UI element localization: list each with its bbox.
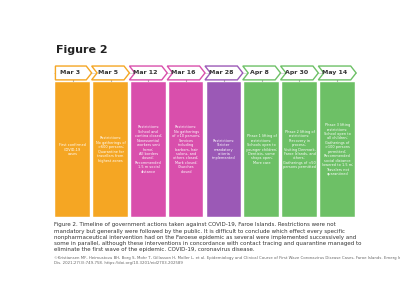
Polygon shape <box>318 66 356 80</box>
FancyBboxPatch shape <box>169 82 204 217</box>
FancyBboxPatch shape <box>206 82 241 217</box>
FancyBboxPatch shape <box>282 82 317 217</box>
Text: Restrictions:
No gatherings
of >10 persons;
Services
including
barbors, hair
sal: Restrictions: No gatherings of >10 perso… <box>172 125 200 174</box>
Polygon shape <box>56 66 92 80</box>
Text: Mar 12: Mar 12 <box>133 70 158 76</box>
Text: First confirmed
COVID-19
cases: First confirmed COVID-19 cases <box>59 143 86 156</box>
Polygon shape <box>280 66 318 80</box>
FancyBboxPatch shape <box>56 82 90 217</box>
FancyBboxPatch shape <box>93 82 128 217</box>
Text: Restrictions:
No gatherings of
>600 persons;
Quarantine for
travellers from
high: Restrictions: No gatherings of >600 pers… <box>96 136 126 163</box>
FancyBboxPatch shape <box>244 82 279 217</box>
Text: Mar 5: Mar 5 <box>98 70 118 76</box>
Text: Apr 8: Apr 8 <box>250 70 268 76</box>
Text: Phase 2 lifting of
restrictions:
Recovery in
process;
Visiting Denmark,
Faroe Is: Phase 2 lifting of restrictions: Recover… <box>283 130 316 170</box>
Polygon shape <box>167 66 205 80</box>
Text: Restrictions:
Stricter
mandatory
criteria
implemented: Restrictions: Stricter mandatory criteri… <box>212 139 236 160</box>
Text: Mar 28: Mar 28 <box>209 70 234 76</box>
Text: Figure 2. Timeline of government actions taken against COVID-19, Faroe Islands. : Figure 2. Timeline of government actions… <box>54 222 361 252</box>
Text: Apr 30: Apr 30 <box>285 70 308 76</box>
FancyBboxPatch shape <box>320 82 354 217</box>
Polygon shape <box>243 66 280 80</box>
Text: May 14: May 14 <box>322 70 347 76</box>
Text: Phase 3 lifting
restrictions:
School open to
all children;
Gatherings of
>100 pe: Phase 3 lifting restrictions: School ope… <box>322 123 353 176</box>
Text: Figure 2: Figure 2 <box>56 45 108 55</box>
Text: Mar 16: Mar 16 <box>171 70 196 76</box>
Text: Phase 1 lifting of
restrictions:
Schools open to
younger children;
Dentists, som: Phase 1 lifting of restrictions: Schools… <box>246 134 277 165</box>
Text: Mar 3: Mar 3 <box>60 70 80 76</box>
Polygon shape <box>130 66 167 80</box>
Polygon shape <box>205 66 243 80</box>
Text: Restrictions:
School and
cantina closed;
Nonessential
workers sent
home;
All bor: Restrictions: School and cantina closed;… <box>135 125 162 174</box>
Text: ©Kristiansen MF, Heimustovu BH, Borg S, Mohr T, Gillasson H, Moller L, et al. Ep: ©Kristiansen MF, Heimustovu BH, Borg S, … <box>54 256 400 265</box>
Polygon shape <box>92 66 130 80</box>
FancyBboxPatch shape <box>131 82 166 217</box>
